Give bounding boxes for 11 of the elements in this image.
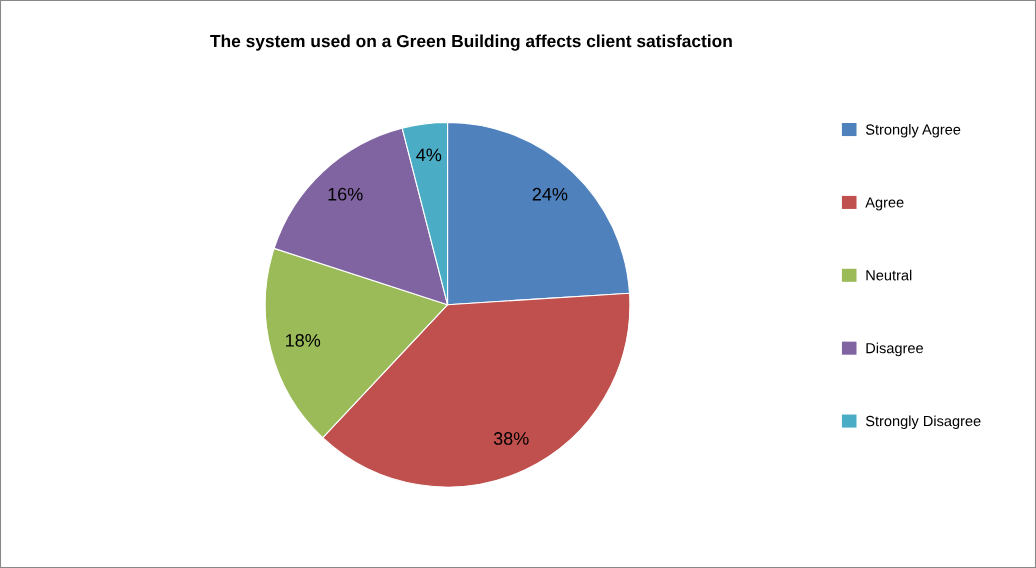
legend-label: Strongly Disagree: [865, 415, 981, 430]
chart-title: The system used on a Green Building affects client satisfaction: [210, 34, 732, 51]
data-label: 38%: [493, 432, 529, 445]
data-label: 4%: [416, 148, 442, 162]
legend-label: Strongly Agree: [865, 123, 961, 138]
legend-label: Agree: [865, 197, 904, 211]
data-label: 16%: [328, 187, 363, 201]
data-label: 18%: [286, 333, 321, 347]
data-label: 24%: [532, 187, 568, 201]
legend-label: Neutral: [866, 269, 912, 281]
legend-label: Disagree: [866, 342, 923, 357]
